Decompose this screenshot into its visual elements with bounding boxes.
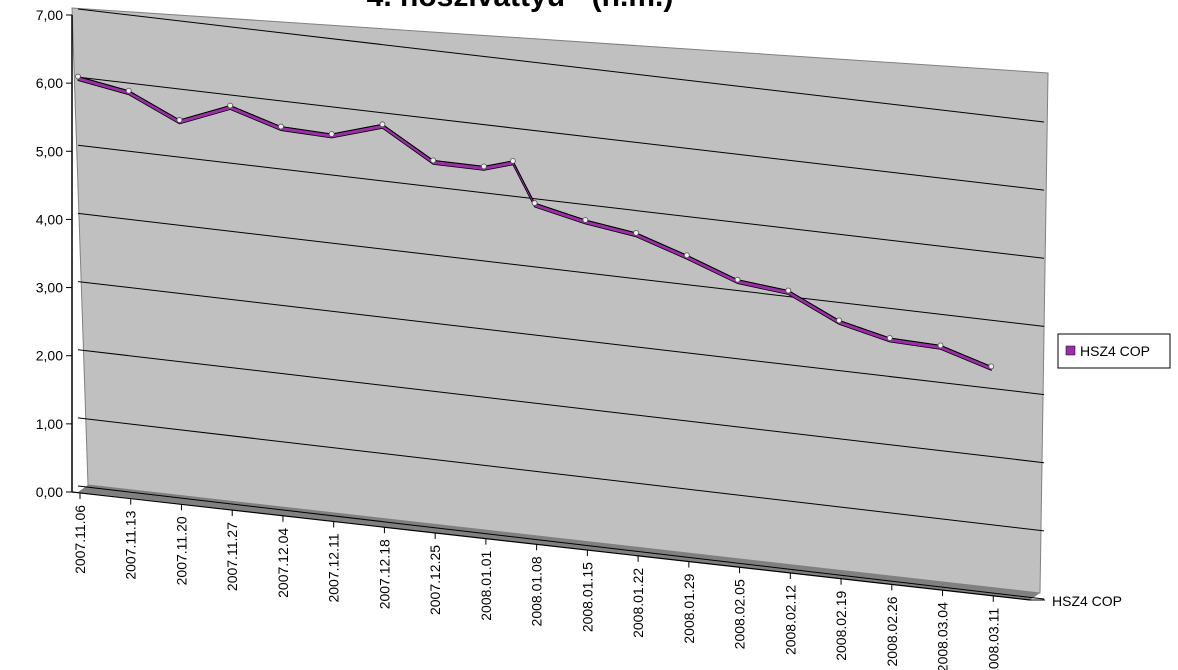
x-tick-label: 2008.03.04 xyxy=(935,602,951,670)
data-point xyxy=(176,117,183,123)
data-point xyxy=(734,276,741,283)
x-tick-label: 2008.02.26 xyxy=(884,596,900,666)
data-point xyxy=(328,131,335,137)
chart-title: 4. hőszivattyú - (h.m.) xyxy=(367,0,674,13)
y-tick-label: 5,00 xyxy=(36,143,63,159)
data-point xyxy=(531,200,538,206)
y-ticks: 0,00 1,00 2,00 3,00 4,00 5,00 6,00 7,00 xyxy=(36,7,72,500)
x-tick-label: 2007.12.11 xyxy=(326,533,342,602)
y-tick-label: 6,00 xyxy=(36,75,63,91)
data-point xyxy=(836,317,842,324)
x-tick-label: 2007.11.20 xyxy=(173,516,189,585)
x-ticks: 2007.11.06 2007.11.13 2007.11.20 2007.11.27… xyxy=(72,492,1001,670)
x-tick-label: 2007.12.18 xyxy=(376,539,392,609)
data-point xyxy=(633,229,640,236)
x-tick-label: 2008.02.05 xyxy=(732,579,748,649)
data-point xyxy=(937,342,944,349)
legend: HSZ4 COP xyxy=(1057,333,1171,369)
x-tick-label: 2007.12.25 xyxy=(427,545,443,615)
data-point xyxy=(75,73,81,80)
depth-axis-label: HSZ4 COP xyxy=(1052,593,1122,609)
gridline xyxy=(77,212,1045,327)
x-tick-label: 2008.02.19 xyxy=(833,590,849,660)
x-tick-label: 2007.12.04 xyxy=(275,528,291,598)
x-axis-line xyxy=(71,491,1031,601)
data-point xyxy=(886,335,893,341)
y-tick-label: 0,00 xyxy=(36,484,63,500)
series-hsz4-cop xyxy=(75,73,995,372)
legend-box xyxy=(1057,333,1171,369)
y-tick-label: 1,00 xyxy=(36,416,63,432)
data-point xyxy=(379,121,386,128)
data-point xyxy=(227,102,234,109)
y-tick-label: 2,00 xyxy=(36,348,63,364)
gridline xyxy=(77,485,1045,600)
y-tick-label: 7,00 xyxy=(36,7,63,23)
data-point xyxy=(430,157,437,164)
gridline xyxy=(77,8,1045,123)
data-point xyxy=(480,163,487,170)
data-point xyxy=(785,287,792,294)
gridline xyxy=(77,144,1045,259)
x-tick-label: 2008.01.29 xyxy=(681,573,697,643)
gridline xyxy=(77,349,1045,464)
x-tick-label: 2007.11.06 xyxy=(72,505,88,574)
legend-label: HSZ4 COP xyxy=(1080,343,1150,359)
x-tick-label: 2008.02.12 xyxy=(782,585,798,655)
x-tick-label: 2007.11.13 xyxy=(123,510,139,579)
gridline xyxy=(77,281,1045,396)
series-line xyxy=(77,76,992,367)
data-point xyxy=(509,157,516,164)
x-tick-label: 2008.01.15 xyxy=(579,562,595,632)
gridline xyxy=(77,417,1045,532)
x-tick-label: 2008.01.22 xyxy=(630,568,646,638)
x-tick-label: 2007.11.27 xyxy=(224,522,240,591)
y-tick-label: 3,00 xyxy=(36,280,63,296)
x-tick-label: 2008.03.11 xyxy=(985,608,1001,670)
data-point xyxy=(125,87,132,94)
data-point xyxy=(988,363,995,370)
chart-back-wall xyxy=(71,7,1049,594)
data-point xyxy=(582,217,589,223)
y-tick-label: 4,00 xyxy=(36,211,63,227)
x-tick-label: 2008.01.08 xyxy=(529,556,545,626)
gridline xyxy=(77,76,1045,191)
legend-swatch xyxy=(1065,345,1076,356)
data-point xyxy=(683,252,690,259)
gridlines xyxy=(77,8,1045,600)
data-point xyxy=(278,123,284,130)
x-tick-label: 2008.01.01 xyxy=(478,550,494,620)
